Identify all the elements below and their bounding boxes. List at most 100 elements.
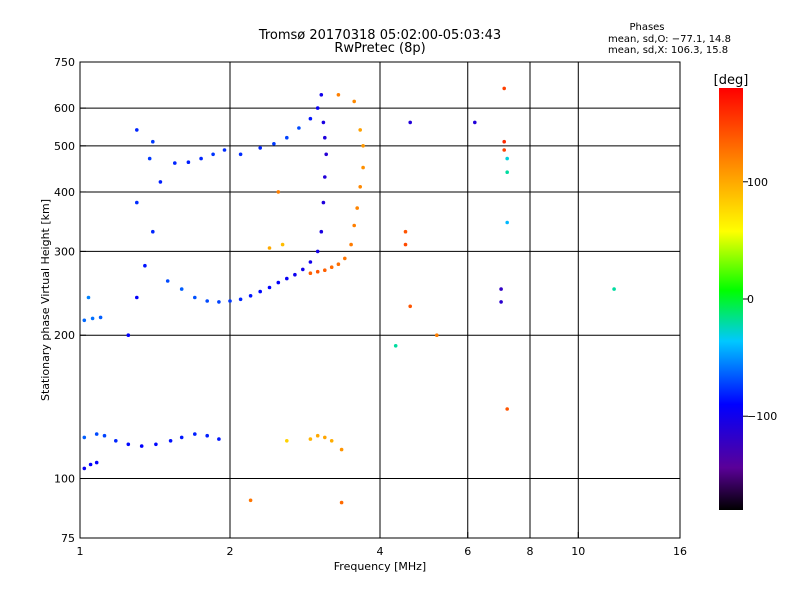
data-point	[94, 432, 99, 436]
data-point	[358, 185, 363, 189]
data-point	[165, 279, 170, 283]
colorbar-tick-label: 0	[747, 293, 754, 306]
data-point	[82, 318, 87, 323]
data-point	[349, 242, 353, 247]
data-point	[505, 156, 510, 161]
grid-lines	[80, 62, 680, 538]
x-axis-ticks: 1 2 4 6 8 10 16	[77, 532, 687, 558]
data-point	[186, 160, 191, 164]
data-point	[126, 442, 131, 447]
data-point	[276, 280, 281, 285]
colorbar	[719, 88, 743, 510]
colorbar-tick-label: 100	[747, 176, 768, 189]
phases-x-stats: mean, sd,X: 106.3, 15.8	[608, 45, 728, 56]
x-tick-label: 6	[464, 545, 471, 558]
data-point	[248, 294, 253, 298]
data-point	[276, 190, 281, 194]
data-point	[193, 295, 197, 300]
data-point	[179, 435, 184, 440]
x-tick-label: 2	[227, 545, 234, 558]
data-point	[238, 152, 243, 157]
data-point	[352, 99, 357, 104]
data-point	[361, 165, 365, 170]
data-point	[329, 439, 334, 443]
data-point	[126, 333, 131, 338]
data-point	[499, 287, 503, 291]
x-tick-label: 10	[571, 545, 585, 558]
data-point	[297, 126, 301, 130]
data-point	[358, 128, 363, 132]
data-point	[336, 262, 341, 267]
x-tick-label: 8	[527, 545, 534, 558]
data-point	[199, 156, 203, 161]
data-point	[315, 106, 320, 110]
data-point	[321, 120, 326, 125]
data-point	[135, 200, 139, 205]
data-point	[505, 220, 510, 225]
data-point	[343, 256, 347, 261]
y-tick-label: 600	[54, 102, 75, 115]
data-point	[179, 287, 184, 291]
y-tick-label: 500	[54, 140, 75, 153]
data-point	[151, 139, 155, 144]
data-point	[315, 249, 320, 254]
data-point	[502, 86, 507, 91]
data-point	[280, 242, 285, 247]
data-point	[82, 435, 87, 440]
data-point	[94, 460, 99, 465]
colorbar-tick-label: −100	[747, 410, 777, 423]
y-tick-label: 400	[54, 186, 75, 199]
data-point	[90, 316, 95, 321]
chart-title: Tromsø 20170318 05:02:00-05:03:43	[258, 28, 501, 43]
data-point	[193, 432, 197, 436]
data-point	[88, 462, 93, 467]
data-point	[258, 289, 263, 294]
data-point	[315, 433, 320, 438]
phases-heading: Phases	[629, 22, 664, 33]
y-tick-label: 200	[54, 329, 75, 342]
data-point	[222, 148, 227, 152]
data-point	[168, 439, 173, 443]
data-point	[408, 304, 413, 309]
data-point	[267, 285, 272, 290]
data-point	[205, 299, 209, 303]
data-point	[151, 229, 155, 234]
colorbar-label: [deg]	[714, 73, 749, 88]
chart-subtitle: RwPretec (8p)	[334, 41, 425, 56]
data-point	[158, 180, 163, 184]
data-point	[293, 272, 297, 277]
data-point	[228, 299, 232, 303]
data-point	[86, 295, 91, 300]
data-point	[324, 152, 329, 157]
data-point	[258, 146, 263, 150]
data-point	[308, 260, 313, 264]
phases-o-stats: mean, sd,O: −77.1, 14.8	[608, 34, 731, 45]
data-point	[612, 287, 616, 291]
y-tick-label: 750	[54, 56, 75, 69]
x-axis-label: Frequency [MHz]	[334, 560, 426, 573]
data-point	[135, 295, 139, 300]
data-point	[272, 142, 276, 146]
data-point	[238, 297, 243, 302]
data-point	[336, 93, 341, 97]
data-point	[323, 435, 327, 440]
y-tick-label: 100	[54, 473, 75, 486]
colorbar-ticks: 100 0 −100	[743, 176, 777, 423]
data-point	[319, 229, 324, 234]
y-axis-ticks: 75 100 200 300 400 500 600 750	[54, 56, 86, 545]
data-point	[285, 439, 289, 443]
data-point	[211, 152, 215, 157]
data-point	[98, 315, 103, 320]
data-point	[308, 437, 313, 441]
data-point	[114, 439, 118, 443]
data-point	[173, 161, 177, 165]
data-point	[154, 442, 158, 447]
data-point	[308, 271, 313, 276]
data-point	[217, 437, 221, 441]
data-point	[502, 139, 507, 144]
data-point	[323, 268, 327, 273]
data-point	[403, 242, 408, 247]
data-point	[147, 156, 152, 161]
data-point	[505, 407, 510, 411]
scatter-points	[82, 86, 616, 505]
